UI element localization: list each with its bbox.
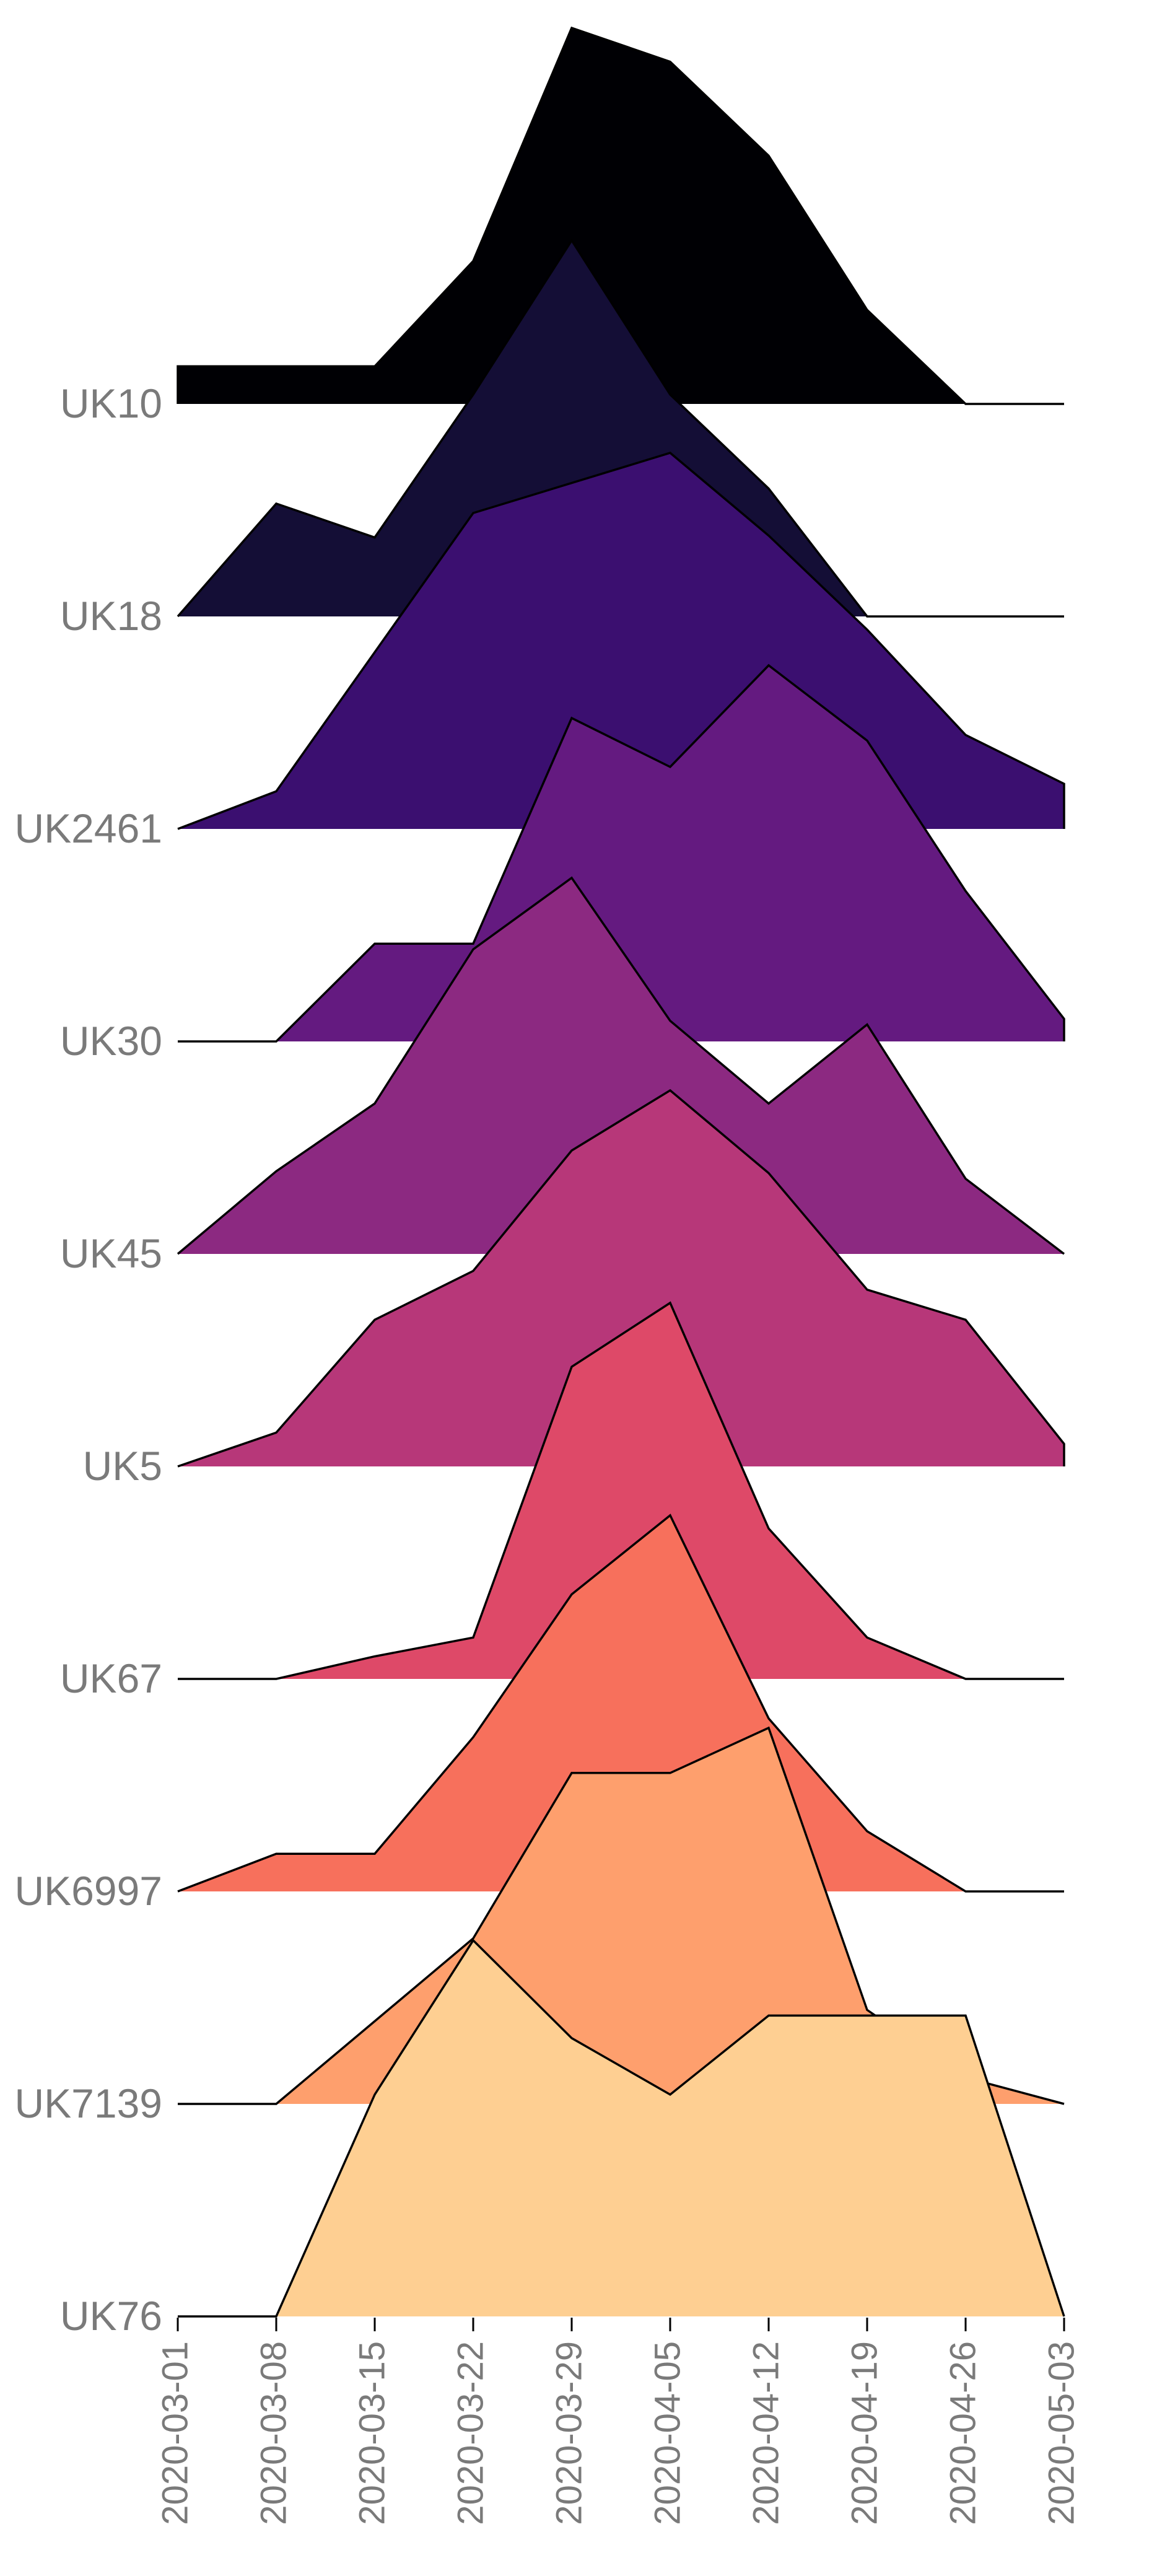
x-tick-label: 2020-03-15 bbox=[352, 2341, 392, 2525]
x-tick-label: 2020-04-26 bbox=[943, 2341, 983, 2525]
x-tick-label: 2020-03-22 bbox=[450, 2341, 491, 2525]
x-tick-label: 2020-03-29 bbox=[549, 2341, 589, 2525]
x-axis: 2020-03-01 2020-03-08 2020-03-15 2020-03-22… bbox=[155, 2318, 1081, 2525]
x-tick-label: 2020-03-01 bbox=[155, 2341, 195, 2525]
ridge-line-uk30 bbox=[178, 664, 1065, 1043]
ridge-area-uk67 bbox=[178, 1303, 1064, 1679]
series-label-uk5: UK5 bbox=[83, 1443, 162, 1489]
series-label-uk6997: UK6997 bbox=[14, 1868, 162, 1914]
series-label-uk10: UK10 bbox=[60, 380, 162, 426]
ridge-line-uk45 bbox=[177, 876, 1065, 1255]
ridge-line-uk6997 bbox=[177, 1514, 1064, 1893]
ridge-area-uk5 bbox=[178, 1090, 1064, 1466]
ridge-line-uk2461 bbox=[177, 452, 1065, 830]
ridge-line-uk67 bbox=[178, 1301, 1064, 1680]
series-label-uk45: UK45 bbox=[60, 1230, 162, 1276]
ridge-area-uk10 bbox=[178, 28, 1064, 404]
x-tick-label: 2020-05-03 bbox=[1041, 2341, 1081, 2525]
series-label-uk7139: UK7139 bbox=[14, 2080, 162, 2126]
ridge-line-uk5 bbox=[177, 1089, 1065, 1468]
x-tick-label: 2020-04-05 bbox=[647, 2341, 688, 2525]
series-label-uk18: UK18 bbox=[60, 593, 162, 639]
ridge-line-uk76 bbox=[178, 1939, 1065, 2318]
series-label-uk67: UK67 bbox=[60, 1655, 162, 1701]
ridges-layer bbox=[177, 26, 1065, 2318]
ridge-area-uk6997 bbox=[178, 1515, 1064, 1891]
ridge-area-uk7139 bbox=[178, 1728, 1064, 2104]
ridge-area-uk76 bbox=[178, 1940, 1064, 2316]
ridge-area-uk30 bbox=[178, 665, 1064, 1041]
y-axis-labels: UK10 UK18 UK2461 UK30 UK45 UK5 UK67 UK6997 UK713… bbox=[14, 380, 162, 2339]
x-tick-label: 2020-04-12 bbox=[746, 2341, 786, 2525]
x-tick-label: 2020-04-19 bbox=[844, 2341, 884, 2525]
series-label-uk30: UK30 bbox=[60, 1018, 162, 1064]
series-label-uk2461: UK2461 bbox=[14, 805, 162, 851]
ridge-area-uk45 bbox=[178, 878, 1064, 1254]
series-label-uk76: UK76 bbox=[60, 2293, 162, 2339]
ridge-area-uk18 bbox=[178, 240, 1064, 616]
ridge-line-uk10 bbox=[177, 26, 1064, 405]
x-tick-label: 2020-03-08 bbox=[253, 2341, 294, 2525]
ridge-line-uk18 bbox=[177, 238, 1064, 618]
